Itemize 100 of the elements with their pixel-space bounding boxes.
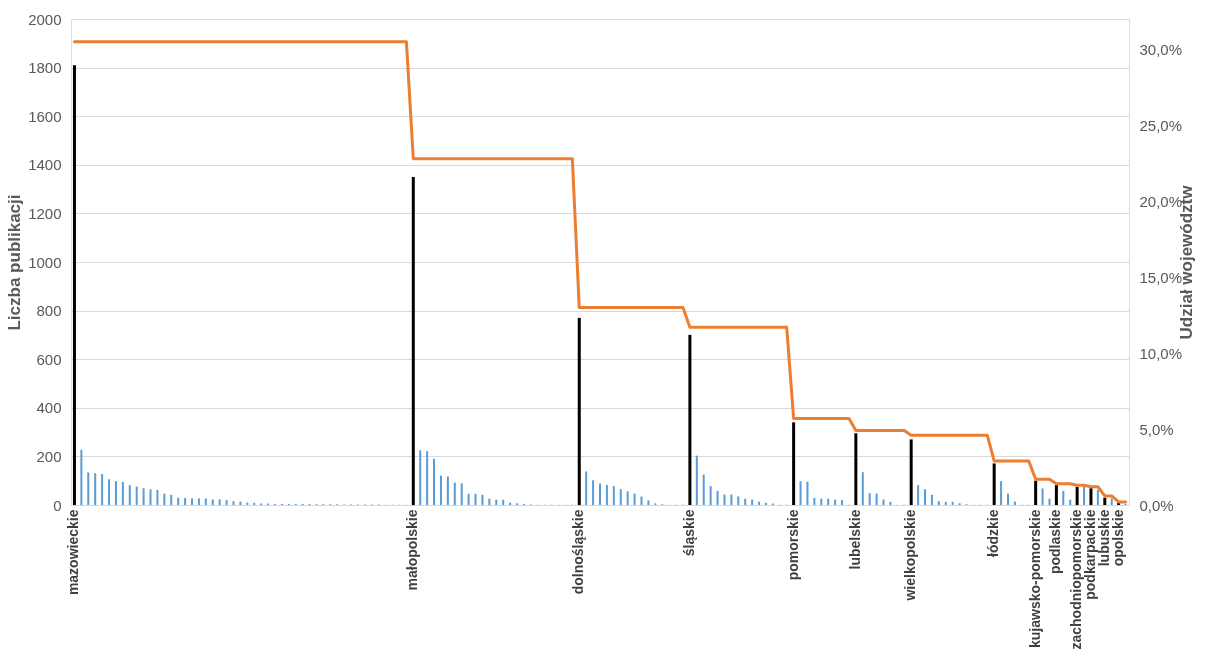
bar (688, 334, 692, 505)
bar (170, 494, 173, 505)
bar (882, 499, 885, 505)
bar (854, 433, 858, 505)
y-tick-label: 800 (36, 302, 62, 320)
bar (191, 498, 194, 505)
bar (1034, 480, 1038, 505)
y-tick-label: 1600 (28, 107, 62, 125)
bar (1083, 486, 1086, 505)
bar (612, 486, 615, 505)
bar (716, 490, 719, 505)
bar (626, 491, 629, 505)
bar (1054, 485, 1058, 505)
bar (889, 501, 892, 505)
bar (1110, 498, 1113, 505)
bar (1048, 498, 1051, 505)
bar (72, 65, 76, 505)
bar (121, 481, 124, 505)
bar (87, 472, 90, 505)
bar (702, 474, 705, 505)
x-tick-label: lubelskie (846, 509, 863, 570)
bar (751, 499, 754, 505)
bar (114, 481, 117, 505)
bar (439, 475, 442, 505)
y-tick-label: 1400 (28, 156, 62, 174)
x-tick-label: śląskie (680, 509, 697, 557)
bar (813, 497, 816, 505)
bar (101, 474, 104, 505)
y-tick-label: 1000 (28, 253, 62, 271)
bar (481, 494, 484, 505)
bar (225, 500, 228, 505)
x-tick-label: małopolskie (404, 509, 421, 591)
bar (875, 493, 878, 505)
bar (1069, 499, 1072, 505)
x-tick-label: zachodniopomorskie (1068, 509, 1085, 650)
y2-tick-label: 5,0% (1139, 420, 1174, 438)
bar (433, 458, 436, 505)
y2-tick-label: 30,0% (1139, 40, 1183, 58)
bar (184, 497, 187, 505)
bar (1006, 493, 1009, 505)
bar (709, 486, 712, 505)
bar (204, 498, 207, 505)
bar (951, 501, 954, 505)
x-tick-label: pomorskie (784, 509, 801, 581)
bar (419, 450, 422, 505)
x-tick-label: kujawsko-pomorskie (1026, 509, 1043, 648)
x-tick-label: mazowieckie (65, 509, 82, 596)
bar (1000, 481, 1003, 505)
bar (820, 498, 823, 505)
bar (764, 502, 767, 505)
bar (135, 486, 138, 505)
bar (640, 496, 643, 505)
bar (944, 501, 947, 505)
bar (80, 449, 83, 505)
bar (163, 493, 166, 505)
bar (592, 480, 595, 505)
bar (411, 176, 415, 505)
y-tick-label: 1200 (28, 204, 62, 222)
bar (253, 502, 256, 505)
y-axis-title: Liczba publikacji (5, 194, 25, 331)
bar (841, 500, 844, 505)
bar (177, 497, 180, 505)
bar (799, 481, 802, 505)
bar (156, 489, 159, 505)
y-tick-label: 0 (53, 496, 62, 514)
bar (806, 481, 809, 505)
bar (502, 499, 505, 505)
bar (792, 422, 796, 505)
y2-tick-label: 10,0% (1139, 344, 1183, 362)
y-tick-label: 1800 (28, 59, 62, 77)
bar (211, 499, 214, 505)
bar (619, 489, 622, 505)
bar (834, 499, 837, 505)
y2-tick-label: 20,0% (1139, 192, 1183, 210)
bar (495, 499, 498, 505)
bar (94, 473, 97, 505)
bar (992, 463, 996, 505)
bar (108, 479, 111, 505)
y-tick-label: 2000 (28, 10, 62, 28)
y-tick-label: 600 (36, 350, 62, 368)
bar (197, 498, 200, 505)
y-tick-label: 400 (36, 399, 62, 417)
bar (128, 485, 131, 505)
bar (744, 498, 747, 505)
bar (453, 482, 456, 505)
bar (460, 483, 463, 505)
bar (1103, 497, 1107, 505)
bar (149, 489, 152, 505)
bar (917, 485, 920, 505)
bar (937, 501, 940, 505)
bar (474, 493, 477, 505)
bar (1041, 488, 1044, 505)
bar (599, 483, 601, 505)
bar (467, 493, 470, 505)
bar (605, 485, 608, 505)
bar (730, 494, 733, 505)
bar (426, 451, 429, 505)
bar (930, 494, 933, 505)
bar (1096, 489, 1099, 505)
x-tick-label: wielkopolskie (902, 509, 919, 602)
